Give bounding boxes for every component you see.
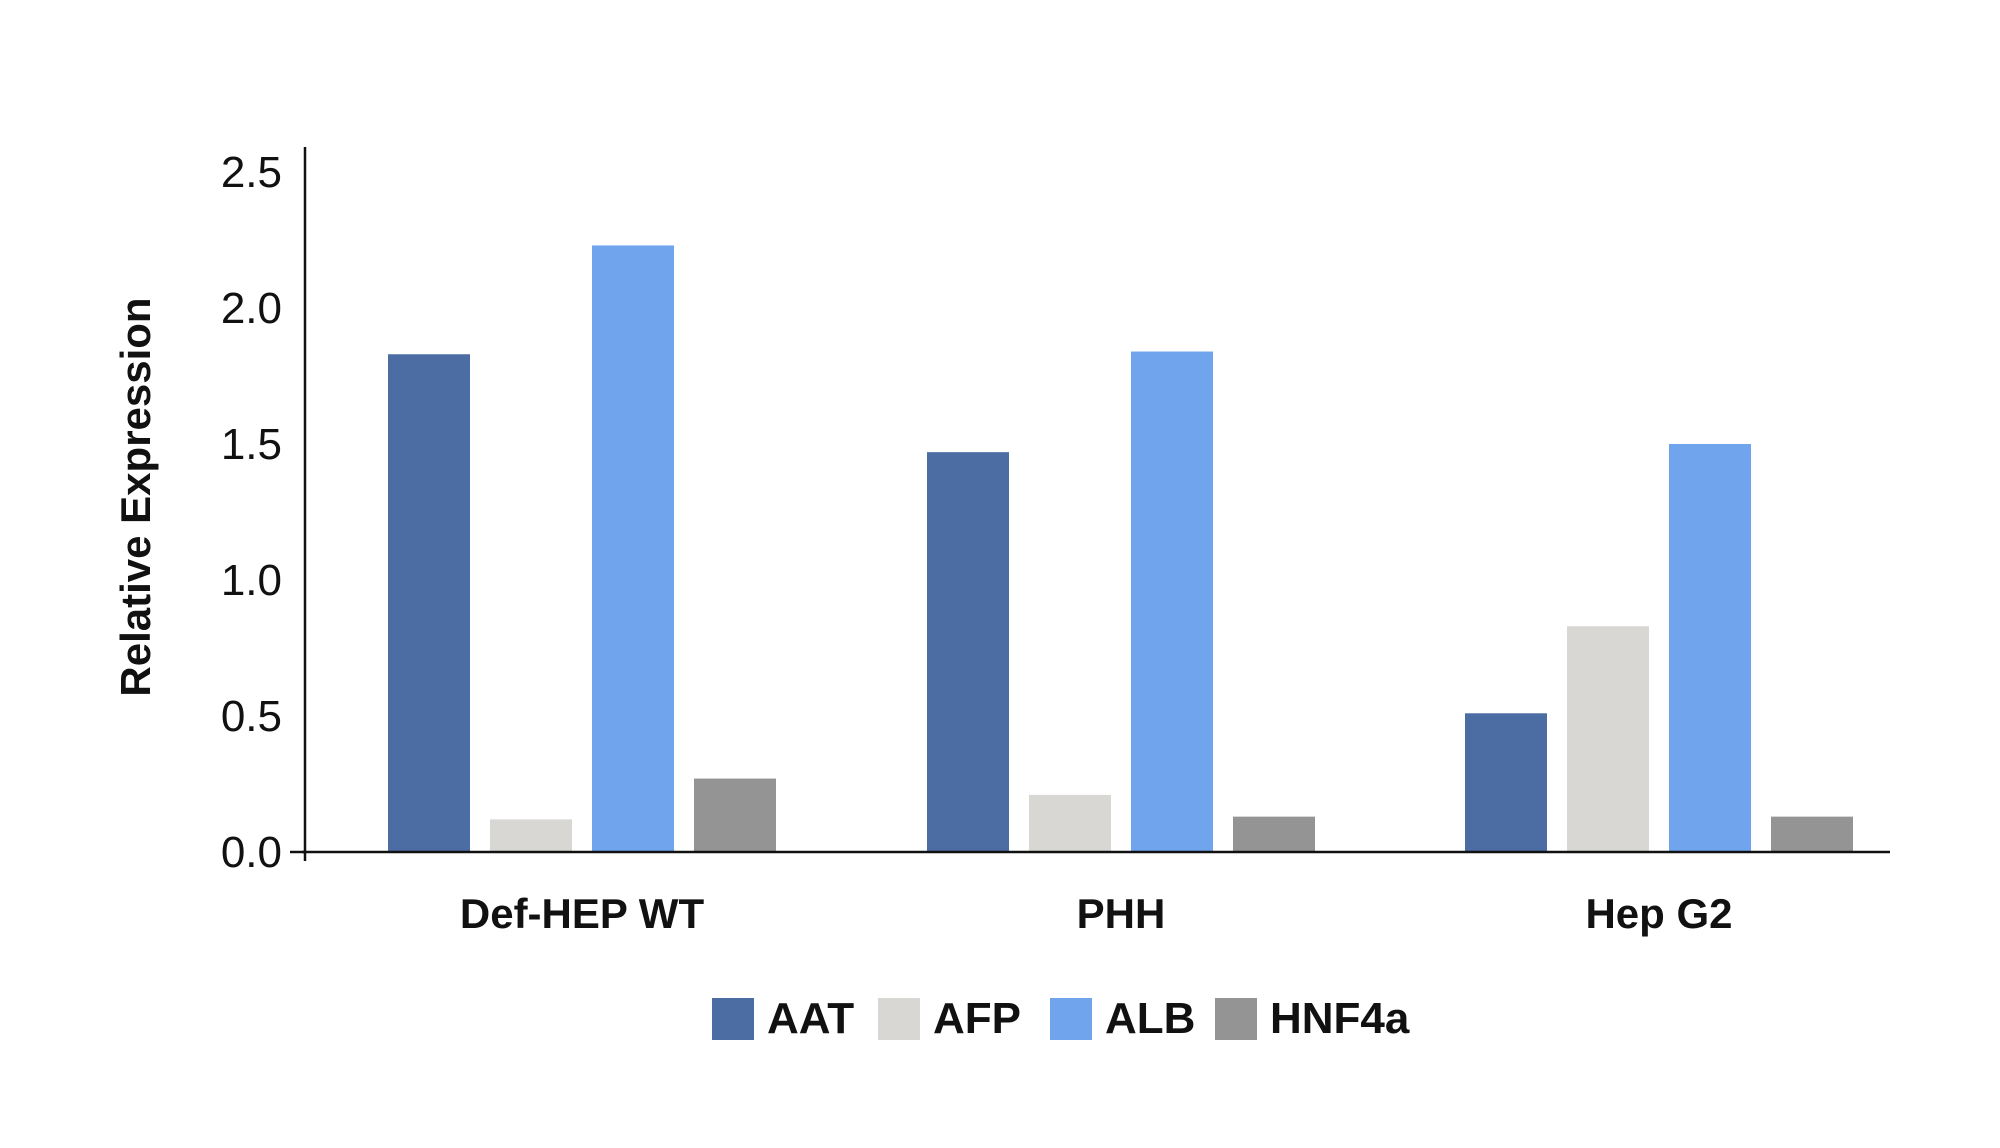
x-category-labels: Def-HEP WT PHH Hep G2 — [460, 890, 1733, 937]
bar-hnf4a-2 — [1771, 816, 1853, 852]
bar-afp-2 — [1567, 626, 1649, 852]
legend-label: ALB — [1105, 994, 1195, 1043]
bar-hnf4a-0 — [694, 778, 776, 852]
legend-swatch — [878, 998, 920, 1040]
bar-hnf4a-1 — [1233, 816, 1315, 852]
y-tick-label: 0.0 — [221, 828, 282, 877]
bar-alb-0 — [592, 245, 674, 852]
bar-aat-0 — [388, 354, 470, 852]
legend-item-aat: AAT — [712, 994, 854, 1043]
y-tick-labels: 0.0 0.5 1.0 1.5 2.0 2.5 — [221, 148, 282, 877]
bars-group — [388, 245, 1853, 852]
y-tick-label: 1.0 — [221, 556, 282, 605]
bar-alb-1 — [1131, 351, 1213, 852]
x-category-label: Hep G2 — [1585, 890, 1732, 937]
x-category-label: PHH — [1077, 890, 1166, 937]
legend-swatch — [1050, 998, 1092, 1040]
legend-label: AAT — [767, 994, 854, 1043]
bar-aat-2 — [1465, 713, 1547, 852]
y-tick-label: 2.0 — [221, 284, 282, 333]
bar-afp-1 — [1029, 794, 1111, 852]
bar-alb-2 — [1669, 444, 1751, 852]
x-category-label: Def-HEP WT — [460, 890, 705, 937]
legend-item-hnf4a: HNF4a — [1215, 994, 1410, 1043]
legend-label: HNF4a — [1270, 994, 1410, 1043]
y-tick-label: 2.5 — [221, 148, 282, 197]
y-axis-title: Relative Expression — [112, 297, 159, 696]
legend-item-alb: ALB — [1050, 994, 1195, 1043]
legend-swatch — [712, 998, 754, 1040]
y-tick-label: 0.5 — [221, 692, 282, 741]
legend-item-afp: AFP — [878, 994, 1021, 1043]
bar-afp-0 — [490, 819, 572, 852]
legend: AAT AFP ALB HNF4a — [712, 994, 1410, 1043]
legend-swatch — [1215, 998, 1257, 1040]
legend-label: AFP — [933, 994, 1021, 1043]
bar-aat-1 — [927, 452, 1009, 852]
axes-group — [290, 147, 1890, 861]
y-tick-label: 1.5 — [221, 420, 282, 469]
